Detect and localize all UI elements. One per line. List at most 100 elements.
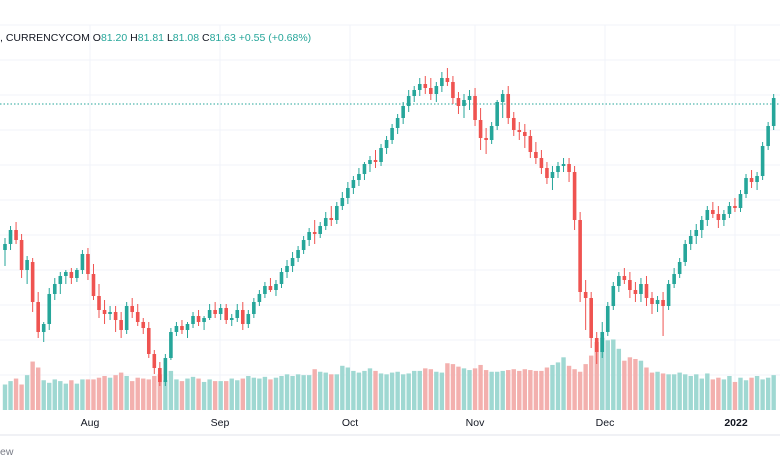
low-label: L [166, 32, 173, 44]
volume-bar [439, 372, 445, 410]
candle-body [550, 172, 555, 178]
candle-body [467, 96, 472, 100]
candle-body [434, 86, 439, 94]
candle-body [130, 306, 134, 312]
x-tick-label: Sep [211, 417, 230, 429]
volume-bar [190, 376, 196, 410]
candle-body [727, 206, 732, 214]
volume-bar [207, 379, 212, 410]
candle-body [268, 286, 273, 290]
candle-body [362, 164, 367, 174]
candle-body [417, 84, 422, 90]
candle-body [97, 296, 101, 310]
volume-bar [85, 379, 91, 410]
candle-body [229, 318, 234, 320]
volume-bar [483, 370, 489, 410]
volume-bar [611, 339, 616, 410]
candle-body [113, 312, 118, 320]
volume-bar [96, 377, 102, 410]
volume-bar [417, 370, 422, 410]
high-label: H [130, 32, 138, 44]
candle-body [169, 332, 173, 358]
candle-body [401, 106, 405, 118]
volume-bar [306, 375, 312, 410]
volume-bar [102, 376, 107, 410]
candle-body [346, 188, 350, 198]
candle-body [335, 206, 339, 220]
candle-body [523, 132, 527, 136]
volume-bar [456, 366, 461, 410]
volume-bar [58, 381, 63, 410]
candle-body [296, 250, 300, 258]
candle-body [506, 94, 511, 118]
candle-body [711, 210, 715, 214]
volume-bar [467, 370, 472, 410]
volume-bar [240, 378, 245, 410]
volume-bar [627, 357, 633, 410]
candle-body [445, 78, 450, 82]
ohlc-legend: , CURRENCYCOM O81.20 H81.81 L81.08 C81.6… [0, 32, 311, 44]
candle-body [390, 128, 394, 140]
volume-bar [312, 369, 317, 410]
candle-body [174, 326, 179, 332]
volume-bar [118, 372, 124, 410]
candle-body [722, 214, 726, 220]
volume-bar [600, 337, 605, 410]
candle-body [412, 90, 417, 96]
candle-body [80, 254, 85, 270]
volume-bar [329, 374, 334, 410]
candle-body [451, 82, 455, 98]
volume-bar [450, 364, 456, 410]
volume-bar [489, 371, 494, 410]
candle-body [672, 274, 676, 284]
volume-bar [400, 374, 406, 410]
volume-bar [561, 357, 566, 410]
candles [3, 68, 776, 386]
volume-bar [157, 374, 163, 410]
candle-body [760, 146, 765, 176]
volume-bar [577, 371, 583, 410]
candle-body [683, 244, 687, 262]
candle-body [561, 164, 566, 166]
volume-bar [583, 364, 588, 410]
change-value: +0.55 (+0.68%) [238, 32, 312, 44]
candle-body [69, 272, 74, 278]
volume-bar [616, 348, 622, 410]
candle-body [318, 226, 323, 234]
candle-body [163, 358, 168, 382]
volume-bar [152, 376, 157, 410]
volume-bar [8, 381, 13, 410]
candle-body [556, 166, 560, 172]
volume-bar [201, 381, 207, 410]
candle-body [141, 322, 146, 328]
candle-body [36, 302, 40, 332]
volume-bar [660, 373, 666, 410]
volume-bar [566, 365, 572, 410]
volume-bar [478, 364, 483, 410]
candle-body [213, 310, 217, 314]
candle-body [290, 258, 295, 266]
volume-bar [351, 370, 356, 410]
candle-body [594, 338, 599, 352]
volume-bar [688, 376, 693, 410]
candle-body [644, 284, 649, 298]
volume-bar [555, 362, 561, 410]
candle-body [733, 206, 737, 208]
candle-body [58, 276, 63, 284]
candle-body [41, 324, 46, 332]
candle-body [384, 140, 389, 148]
volume-bar [694, 374, 699, 410]
grid [0, 24, 780, 436]
volume-bar [395, 371, 400, 410]
volume-bar [423, 368, 428, 410]
candle-body [738, 194, 743, 208]
candle-body [484, 138, 488, 140]
candle-body [75, 270, 79, 278]
volume-bar [340, 365, 345, 410]
volume-bar [212, 381, 218, 410]
candle-body [440, 78, 444, 86]
volume-bar [605, 340, 610, 410]
candle-body [567, 164, 571, 172]
volume-bar [428, 369, 434, 410]
